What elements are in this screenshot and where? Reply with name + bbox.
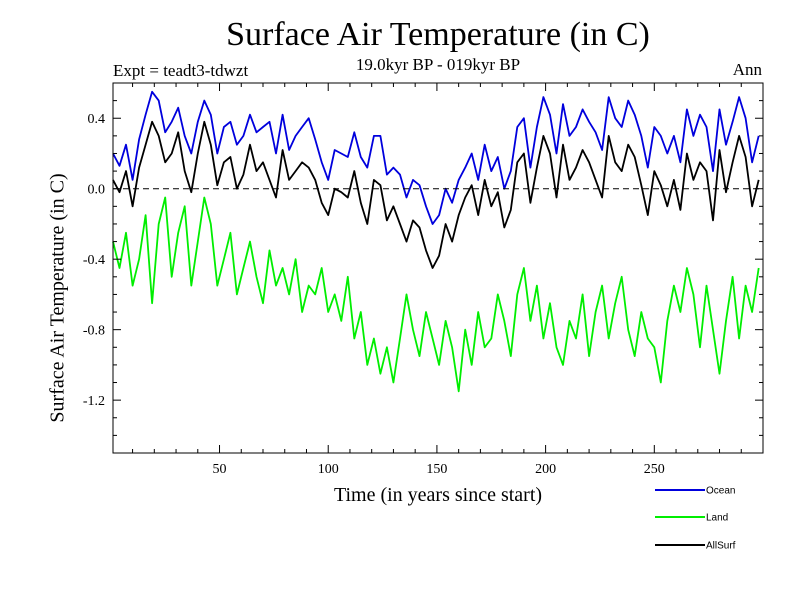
x-tick-label: 50 <box>213 462 227 477</box>
y-tick-label: 0.0 <box>88 183 106 198</box>
legend: Ocean Land AllSurf <box>655 486 736 552</box>
legend-label-allsurf: AllSurf <box>706 541 736 552</box>
x-tick-label: 100 <box>318 462 339 477</box>
series-line-land <box>112 196 760 393</box>
y-tick-label: -0.8 <box>83 324 105 339</box>
experiment-label: Expt = teadt3-tdwzt <box>113 61 249 80</box>
x-axis-label: Time (in years since start) <box>333 484 543 506</box>
legend-label-ocean: Ocean <box>706 486 735 497</box>
series-line-ocean <box>112 90 760 225</box>
legend-label-land: Land <box>706 513 728 524</box>
plot-frame <box>112 82 764 454</box>
chart-subtitle: 19.0kyr BP - 019kyr BP <box>355 55 521 74</box>
series-line-allsurf <box>112 120 760 269</box>
y-tick-label: 0.4 <box>88 112 106 127</box>
axes-layer: 50 100 150 200 250 -1.2 -0.8 -0.4 0.0 0.4 <box>83 82 764 477</box>
chart-title: Surface Air Temperature (in C) <box>226 16 650 53</box>
y-tick-label: -0.4 <box>83 253 105 268</box>
y-tick-label: -1.2 <box>83 394 105 409</box>
x-tick-label: 200 <box>535 462 556 477</box>
x-tick-label: 250 <box>644 462 665 477</box>
x-tick-label: 150 <box>426 462 447 477</box>
series-layer <box>112 90 760 393</box>
season-label: Ann <box>732 60 762 79</box>
